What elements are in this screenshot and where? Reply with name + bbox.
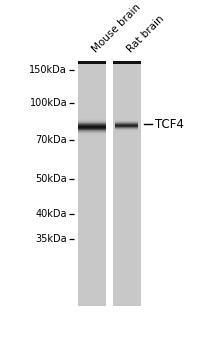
Bar (78, 126, 106, 127)
Text: 50kDa: 50kDa (35, 174, 67, 184)
Text: Mouse brain: Mouse brain (90, 2, 143, 54)
Bar (78, 121, 106, 122)
Bar (115, 131, 139, 132)
Bar (115, 125, 139, 126)
Bar (78, 123, 106, 124)
Bar (115, 128, 139, 129)
Text: Rat brain: Rat brain (125, 13, 166, 54)
Bar (115, 126, 139, 127)
Bar (78, 61, 106, 64)
Bar (78, 118, 106, 119)
Text: 70kDa: 70kDa (35, 135, 67, 145)
Bar (78, 122, 106, 123)
Bar (78, 120, 106, 121)
Bar (78, 121, 106, 122)
Bar (78, 128, 106, 129)
Bar (115, 119, 139, 120)
Bar (78, 135, 106, 136)
Bar (78, 61, 106, 306)
Text: 40kDa: 40kDa (35, 210, 67, 219)
Bar (78, 124, 106, 125)
Bar (115, 130, 139, 131)
Bar (115, 130, 139, 131)
Bar (78, 119, 106, 120)
Bar (115, 121, 139, 122)
Bar (78, 130, 106, 131)
Bar (115, 120, 139, 121)
Bar (115, 129, 139, 130)
Bar (115, 121, 139, 122)
Bar (78, 130, 106, 131)
Bar (115, 127, 139, 128)
Bar (113, 61, 141, 64)
Bar (78, 123, 106, 124)
Bar (115, 122, 139, 123)
Bar (78, 132, 106, 133)
Bar (78, 128, 106, 129)
Bar (113, 61, 141, 306)
Bar (78, 133, 106, 134)
Bar (78, 125, 106, 126)
Text: TCF4: TCF4 (155, 118, 184, 131)
Bar (78, 134, 106, 135)
Bar (78, 129, 106, 130)
Text: 35kDa: 35kDa (35, 234, 67, 244)
Bar (78, 131, 106, 132)
Bar (115, 123, 139, 124)
Text: 150kDa: 150kDa (29, 65, 67, 75)
Bar (78, 127, 106, 128)
Bar (115, 124, 139, 125)
Text: 100kDa: 100kDa (29, 98, 67, 108)
